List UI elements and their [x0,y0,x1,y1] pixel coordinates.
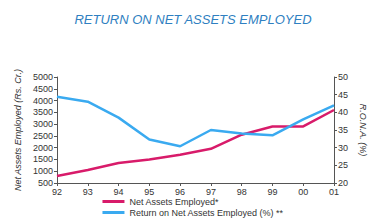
svg-text:01: 01 [329,187,339,197]
svg-text:Net Assets Employed*: Net Assets Employed* [129,197,219,207]
svg-text:2000: 2000 [33,143,53,153]
svg-text:45: 45 [338,90,348,100]
svg-text:30: 30 [338,143,348,153]
svg-text:93: 93 [83,187,93,197]
svg-text:92: 92 [52,187,62,197]
svg-text:96: 96 [175,187,185,197]
svg-text:R.O.N.A. (%): R.O.N.A. (%) [358,104,368,157]
svg-text:95: 95 [144,187,154,197]
svg-text:20: 20 [338,178,348,188]
svg-text:40: 40 [338,107,348,117]
svg-text:4000: 4000 [33,96,53,106]
svg-text:1000: 1000 [33,166,53,176]
svg-text:94: 94 [114,187,124,197]
svg-text:50: 50 [338,72,348,82]
svg-text:35: 35 [338,125,348,135]
svg-text:3500: 3500 [33,107,53,117]
svg-text:97: 97 [206,187,216,197]
svg-text:RETURN ON NET ASSETS EMPLOYED: RETURN ON NET ASSETS EMPLOYED [74,12,311,27]
svg-text:Net Assets Employed (Rs. Cr.): Net Assets Employed (Rs. Cr.) [13,69,23,191]
svg-text:2500: 2500 [33,131,53,141]
svg-text:25: 25 [338,160,348,170]
svg-text:99: 99 [267,187,277,197]
svg-text:98: 98 [237,187,247,197]
svg-text:5000: 5000 [33,72,53,82]
svg-text:1500: 1500 [33,154,53,164]
svg-text:4500: 4500 [33,84,53,94]
svg-text:00: 00 [298,187,308,197]
svg-text:Return on Net Assets Employed: Return on Net Assets Employed (%) ** [129,208,283,218]
svg-text:3000: 3000 [33,119,53,129]
svg-text:500: 500 [38,178,53,188]
